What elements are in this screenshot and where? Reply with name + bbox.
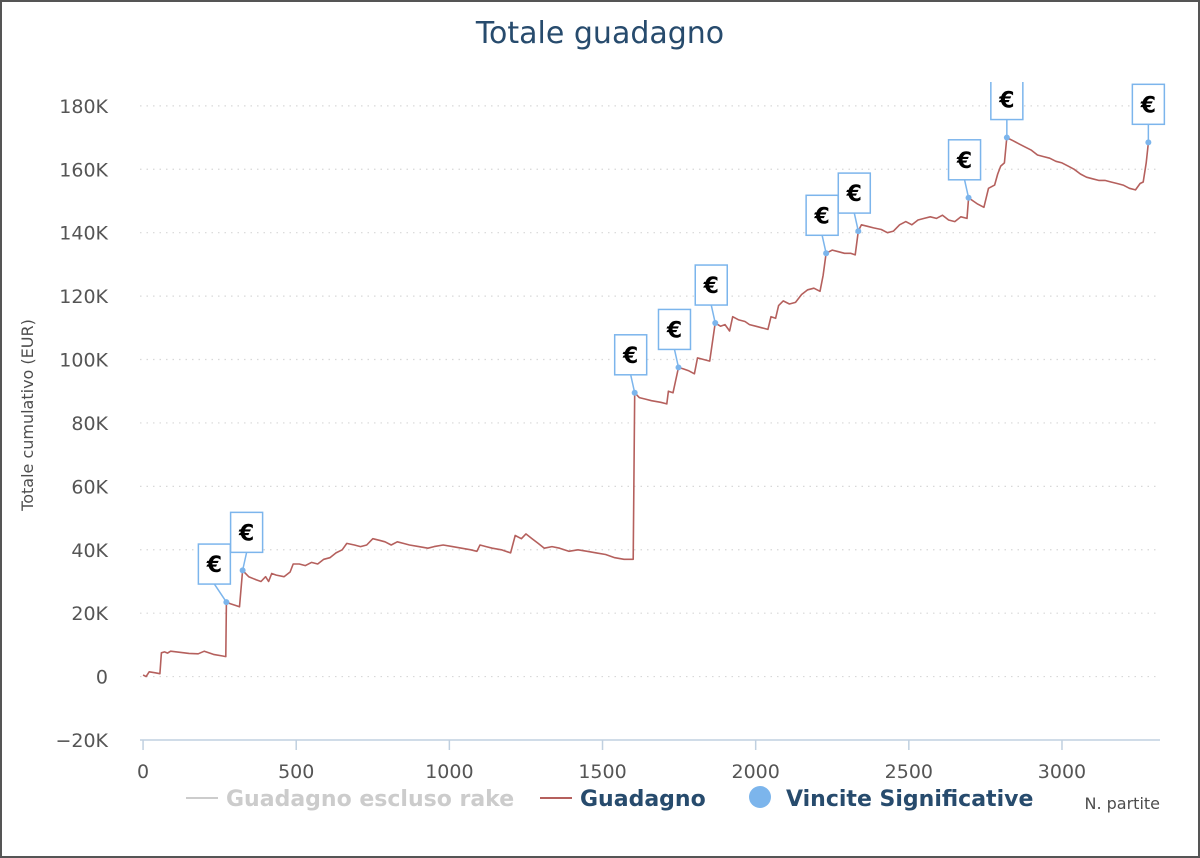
flag-box xyxy=(694,264,728,306)
flag-label: € xyxy=(1140,93,1156,118)
x-tick-label: 500 xyxy=(278,761,314,783)
x-axis: 0 500 1000 1500 2000 2500 3000 xyxy=(137,739,1160,783)
y-tick-label: 100K xyxy=(59,350,108,372)
legend-item: Guadagno escluso rake xyxy=(186,787,514,812)
flag-label: € xyxy=(846,182,862,207)
flag-stem xyxy=(821,235,827,254)
flag-box xyxy=(837,172,872,214)
flag-box xyxy=(657,308,692,351)
flag-box xyxy=(990,82,1024,121)
flag-point xyxy=(965,194,972,201)
flag-box xyxy=(947,139,982,181)
flag-stem xyxy=(241,552,248,571)
flag-marker: € xyxy=(947,139,982,201)
flag-label: € xyxy=(813,204,829,229)
flag-label: € xyxy=(666,318,682,343)
flag-marker: € xyxy=(657,308,692,371)
flag-label: € xyxy=(206,553,222,578)
legend-symbol xyxy=(749,786,771,808)
flag-stem xyxy=(963,179,970,198)
y-tick-label: −20K xyxy=(55,730,108,752)
y-tick-label: 160K xyxy=(59,159,108,181)
plot-area xyxy=(142,136,1150,678)
flag-stem xyxy=(673,349,680,368)
flag-marker: € xyxy=(229,511,264,574)
flag-marker: € xyxy=(613,334,648,396)
flag-label: € xyxy=(622,344,638,369)
flag-marker: € xyxy=(990,82,1024,141)
y-tick-label: 140K xyxy=(59,223,108,245)
y-tick-label: 120K xyxy=(59,286,108,308)
flag-marker: € xyxy=(805,194,839,257)
y-tick-label: 20K xyxy=(71,603,108,625)
chart-title: Totale guadagno xyxy=(475,16,724,51)
flag-point xyxy=(239,567,246,574)
flag-label: € xyxy=(703,274,719,299)
flag-marker: € xyxy=(1131,83,1166,146)
y-tick-label: 180K xyxy=(59,96,108,118)
flag-stem xyxy=(629,374,636,393)
flag-label: € xyxy=(238,521,254,546)
flag-box xyxy=(229,511,264,554)
flag-point xyxy=(223,599,230,606)
legend: Guadagno escluso rake Guadagno Vincite Sig… xyxy=(186,786,1033,812)
legend-label: Guadagno xyxy=(580,787,706,812)
y-axis: −20K 0 20K 40K 60K 80K 100K 120K 140K 160K 180K xyxy=(55,96,108,752)
flag-stem xyxy=(710,304,716,324)
legend-label: Vincite Significative xyxy=(786,787,1033,812)
y-tick-label: 60K xyxy=(71,476,108,498)
x-tick-label: 2000 xyxy=(731,761,779,783)
flag-point xyxy=(712,320,719,327)
flags-layer: € € € € € € € € € € xyxy=(197,82,1166,606)
y-tick-label: 80K xyxy=(71,413,108,435)
flag-stem xyxy=(213,583,228,603)
y-tick-label: 0 xyxy=(96,667,108,689)
x-tick-label: 2500 xyxy=(885,761,933,783)
series-line-guadagno xyxy=(142,136,1150,678)
flag-label: € xyxy=(956,149,972,174)
flag-marker: € xyxy=(837,172,872,235)
flag-point xyxy=(675,364,682,371)
grid-lines xyxy=(140,105,1160,678)
legend-item: Vincite Significative xyxy=(749,786,1033,812)
flag-label: € xyxy=(998,89,1014,114)
flag-box xyxy=(1131,83,1166,126)
x-tick-label: 0 xyxy=(137,761,149,783)
x-tick-label: 3000 xyxy=(1038,761,1086,783)
flag-point xyxy=(1003,134,1010,141)
flag-box xyxy=(613,334,648,376)
y-axis-title: Totale cumulativo (EUR) xyxy=(18,319,37,512)
flag-stem xyxy=(853,212,860,232)
flag-marker: € xyxy=(197,543,232,606)
flag-point xyxy=(823,250,830,257)
flag-point xyxy=(631,389,638,396)
flag-box xyxy=(197,543,232,585)
x-tick-label: 1000 xyxy=(425,761,473,783)
legend-label: Guadagno escluso rake xyxy=(226,787,514,812)
flag-point xyxy=(855,228,862,235)
legend-item: Guadagno xyxy=(540,787,706,812)
flag-point xyxy=(1145,139,1152,146)
flag-marker: € xyxy=(694,264,728,327)
flag-box xyxy=(805,194,839,237)
x-tick-label: 1500 xyxy=(578,761,626,783)
x-axis-title: N. partite xyxy=(1084,794,1160,813)
y-tick-label: 40K xyxy=(71,540,108,562)
